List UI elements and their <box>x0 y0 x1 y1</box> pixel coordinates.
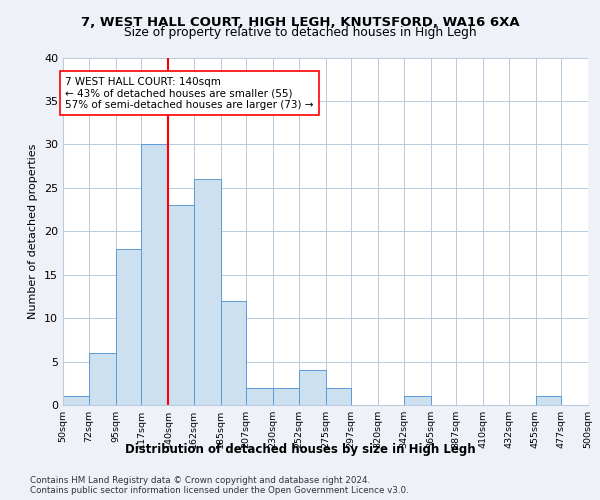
Text: Contains public sector information licensed under the Open Government Licence v3: Contains public sector information licen… <box>30 486 409 495</box>
Text: 7 WEST HALL COURT: 140sqm
← 43% of detached houses are smaller (55)
57% of semi-: 7 WEST HALL COURT: 140sqm ← 43% of detac… <box>65 76 314 110</box>
Y-axis label: Number of detached properties: Number of detached properties <box>28 144 38 319</box>
Bar <box>168 205 194 405</box>
Text: Distribution of detached houses by size in High Legh: Distribution of detached houses by size … <box>125 442 475 456</box>
Text: Contains HM Land Registry data © Crown copyright and database right 2024.: Contains HM Land Registry data © Crown c… <box>30 476 370 485</box>
Bar <box>141 144 168 405</box>
Text: 7, WEST HALL COURT, HIGH LEGH, KNUTSFORD, WA16 6XA: 7, WEST HALL COURT, HIGH LEGH, KNUTSFORD… <box>80 16 520 29</box>
Bar <box>326 388 351 405</box>
Bar <box>536 396 561 405</box>
Bar <box>299 370 325 405</box>
Bar <box>404 396 431 405</box>
Bar <box>63 396 89 405</box>
Bar <box>194 179 221 405</box>
Bar <box>246 388 273 405</box>
Bar <box>89 353 115 405</box>
Bar <box>273 388 299 405</box>
Bar <box>116 248 141 405</box>
Text: Size of property relative to detached houses in High Legh: Size of property relative to detached ho… <box>124 26 476 39</box>
Bar <box>221 300 246 405</box>
